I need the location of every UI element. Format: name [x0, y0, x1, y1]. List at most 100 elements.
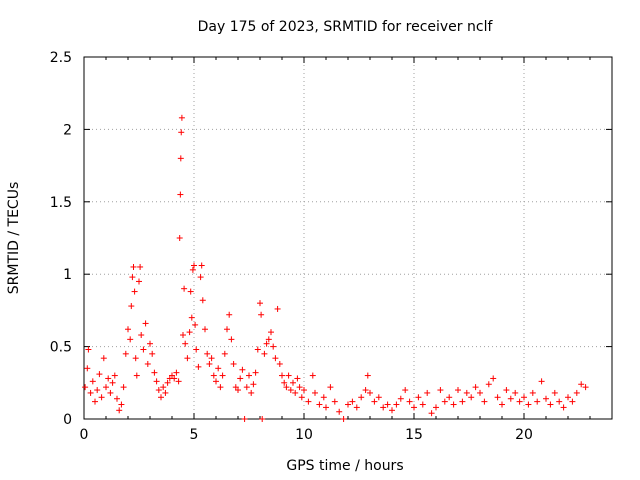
data-point [125, 326, 131, 333]
data-point [525, 401, 532, 408]
data-point [441, 398, 448, 405]
data-point [122, 350, 129, 357]
data-point [180, 332, 186, 339]
data-point [380, 404, 387, 411]
data-point [290, 379, 296, 386]
x-tick-label: 10 [295, 427, 313, 443]
data-point [512, 389, 519, 396]
data-point [283, 384, 290, 391]
data-point [130, 263, 137, 270]
data-point [485, 381, 492, 388]
data-point [114, 395, 120, 402]
data-point [178, 114, 185, 121]
data-point [131, 288, 138, 295]
x-tick-label: 5 [190, 427, 199, 443]
data-point [252, 369, 259, 376]
data-point [226, 311, 233, 318]
data-point [103, 384, 109, 391]
data-point [92, 398, 98, 405]
data-point [463, 389, 470, 396]
ticks [83, 56, 612, 420]
data-point [507, 395, 514, 402]
data-point [107, 389, 114, 396]
data-point [331, 398, 338, 405]
data-point [237, 375, 244, 382]
data-point [149, 350, 156, 357]
data-point [345, 401, 351, 408]
data-points [82, 114, 589, 422]
data-point [96, 371, 103, 378]
data-point [193, 346, 200, 353]
data-point [560, 404, 567, 411]
data-point [98, 394, 105, 401]
data-point [287, 387, 294, 394]
data-point [298, 394, 305, 401]
data-point [153, 378, 160, 385]
data-point [406, 398, 413, 405]
data-point [138, 332, 145, 339]
data-point [250, 381, 257, 388]
data-point [171, 375, 178, 382]
data-point [265, 336, 272, 343]
data-point [173, 369, 180, 376]
data-point [296, 384, 303, 391]
data-point [259, 416, 266, 422]
x-tick-label: 20 [515, 427, 533, 443]
data-point [419, 401, 426, 408]
data-point [503, 387, 510, 394]
y-tick-label: 1 [63, 267, 72, 283]
data-point [239, 366, 246, 373]
data-point [202, 326, 208, 333]
data-point [198, 262, 205, 269]
data-point [85, 346, 92, 353]
data-point [320, 394, 327, 401]
data-point [144, 360, 151, 367]
data-point [358, 394, 365, 401]
data-point [160, 384, 167, 391]
data-point [182, 340, 189, 347]
data-point [353, 404, 360, 411]
data-point [349, 398, 356, 405]
data-point [155, 387, 162, 394]
data-point [268, 329, 274, 336]
data-point [192, 321, 199, 328]
data-point [499, 401, 505, 408]
data-point [529, 389, 536, 396]
data-point [118, 401, 125, 408]
data-point [336, 408, 343, 415]
chart-title: Day 175 of 2023, SRMTID for receiver ncl… [198, 19, 494, 35]
data-point [177, 155, 184, 162]
data-point [375, 394, 382, 401]
data-point [450, 401, 457, 408]
data-point [433, 404, 439, 411]
data-point [371, 398, 378, 405]
data-point [270, 343, 277, 350]
data-point [197, 274, 204, 281]
data-point [127, 336, 134, 343]
data-point [494, 394, 501, 401]
data-point [340, 416, 347, 422]
x-tick-label: 15 [405, 427, 423, 443]
plot-frame [83, 56, 613, 420]
data-point [199, 297, 206, 304]
grid [84, 57, 612, 419]
data-point [569, 398, 576, 405]
data-point [316, 401, 323, 408]
data-point [490, 375, 497, 382]
data-point [241, 416, 248, 422]
data-point [162, 389, 169, 396]
data-point [221, 350, 228, 357]
data-point [481, 398, 488, 405]
data-point [309, 372, 316, 379]
data-point [176, 235, 183, 241]
data-point [389, 407, 395, 414]
x-axis-label: GPS time / hours [286, 458, 403, 474]
y-tick-label: 2.5 [50, 50, 72, 66]
data-point [243, 384, 250, 391]
data-point [133, 372, 140, 379]
data-point [397, 395, 404, 402]
data-point [279, 372, 285, 379]
data-point [217, 384, 224, 391]
data-point [254, 346, 261, 353]
